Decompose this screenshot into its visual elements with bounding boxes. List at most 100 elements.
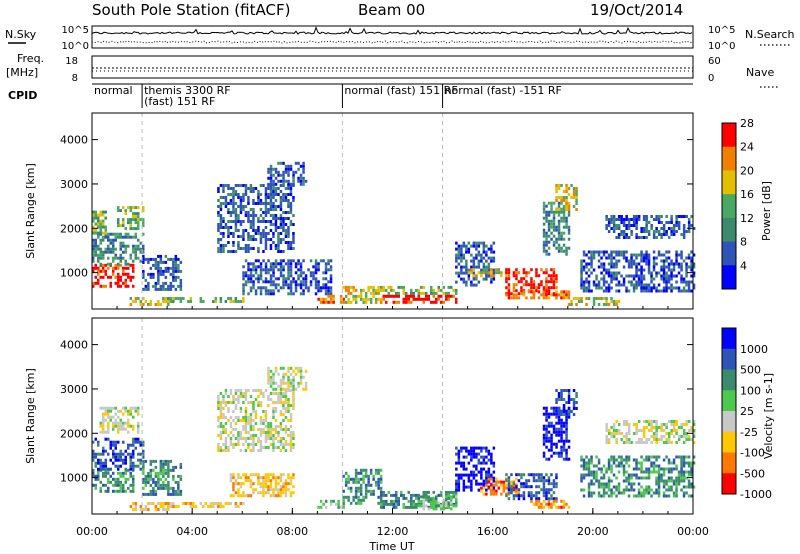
data-cell <box>667 420 671 423</box>
data-cell <box>154 284 158 288</box>
data-cell <box>642 289 646 293</box>
data-cell <box>117 232 120 236</box>
data-cell <box>237 235 240 238</box>
data-cell <box>162 459 165 463</box>
data-cell <box>112 455 115 459</box>
data-cell <box>97 216 100 220</box>
data-cell <box>650 420 653 423</box>
data-cell <box>92 458 95 462</box>
data-cell <box>682 236 686 239</box>
data-cell <box>247 476 250 480</box>
data-cell <box>164 254 168 258</box>
data-cell <box>142 209 145 213</box>
data-cell <box>682 458 686 462</box>
data-cell <box>357 489 360 493</box>
data-cell <box>460 277 463 281</box>
data-cell <box>675 230 678 233</box>
data-cell <box>630 280 633 284</box>
data-cell <box>487 458 491 462</box>
data-cell <box>590 491 593 495</box>
data-cell <box>159 486 163 490</box>
data-cell <box>682 494 686 498</box>
data-cell <box>357 498 360 502</box>
data-cell <box>329 268 333 272</box>
data-cell <box>274 205 278 208</box>
data-cell <box>485 449 488 453</box>
data-cell <box>505 271 508 275</box>
data-cell <box>249 277 253 281</box>
data-cell <box>690 494 693 498</box>
data-cell <box>112 443 115 447</box>
data-cell <box>557 210 561 214</box>
data-cell <box>224 223 228 226</box>
data-cell <box>622 280 626 284</box>
data-cell <box>264 485 268 489</box>
data-cell <box>597 494 601 498</box>
data-cell <box>560 421 563 425</box>
data-cell <box>352 294 355 298</box>
data-cell <box>517 497 521 501</box>
data-cell <box>177 474 180 478</box>
data-cell <box>550 454 553 458</box>
data-cell <box>289 443 293 446</box>
data-cell <box>172 474 175 478</box>
data-cell <box>139 241 142 245</box>
data-cell <box>567 246 571 250</box>
data-cell <box>647 283 651 287</box>
data-cell <box>227 211 230 214</box>
data-cell <box>525 296 528 300</box>
data-cell <box>455 446 458 450</box>
data-cell <box>134 502 138 505</box>
data-cell <box>600 485 603 489</box>
data-cell <box>555 208 558 211</box>
data-cell <box>595 476 598 480</box>
data-cell <box>470 479 473 483</box>
data-cell <box>244 247 248 250</box>
data-cell <box>667 435 671 438</box>
data-cell <box>239 407 243 410</box>
data-cell <box>542 433 546 437</box>
data-cell <box>522 283 526 287</box>
data-cell <box>482 247 486 251</box>
data-cell <box>109 418 112 422</box>
data-cell <box>132 449 135 453</box>
data-cell <box>675 262 678 266</box>
data-cell <box>229 297 233 300</box>
data-cell <box>605 289 608 293</box>
data-cell <box>324 499 328 503</box>
colorbar-tick-label: -100 <box>740 447 765 460</box>
data-cell <box>547 290 551 294</box>
data-cell <box>645 458 648 462</box>
data-cell <box>129 263 132 267</box>
data-cell <box>284 410 288 413</box>
data-cell <box>162 508 165 511</box>
data-cell <box>547 412 551 416</box>
data-cell <box>457 485 461 489</box>
data-cell <box>122 224 125 228</box>
data-cell <box>552 286 556 290</box>
data-cell <box>485 483 488 487</box>
freq-left-tick-bottom: 8 <box>72 73 78 84</box>
data-cell <box>297 384 300 388</box>
data-cell <box>292 476 295 480</box>
data-cell <box>217 247 220 250</box>
data-cell <box>232 428 235 431</box>
data-cell <box>607 303 611 306</box>
data-cell <box>299 274 303 278</box>
data-cell <box>662 268 666 272</box>
data-cell <box>467 476 471 480</box>
data-cell <box>239 205 243 208</box>
data-cell <box>565 205 568 208</box>
data-cell <box>259 241 263 244</box>
data-cell <box>565 219 568 223</box>
data-cell <box>269 289 273 293</box>
data-cell <box>132 212 135 216</box>
data-cell <box>647 265 651 269</box>
data-cell <box>455 452 458 456</box>
data-cell <box>249 187 253 190</box>
data-cell <box>550 222 553 226</box>
data-cell <box>387 291 390 295</box>
data-cell <box>592 464 596 468</box>
data-cell <box>675 494 678 498</box>
data-cell <box>142 508 145 511</box>
